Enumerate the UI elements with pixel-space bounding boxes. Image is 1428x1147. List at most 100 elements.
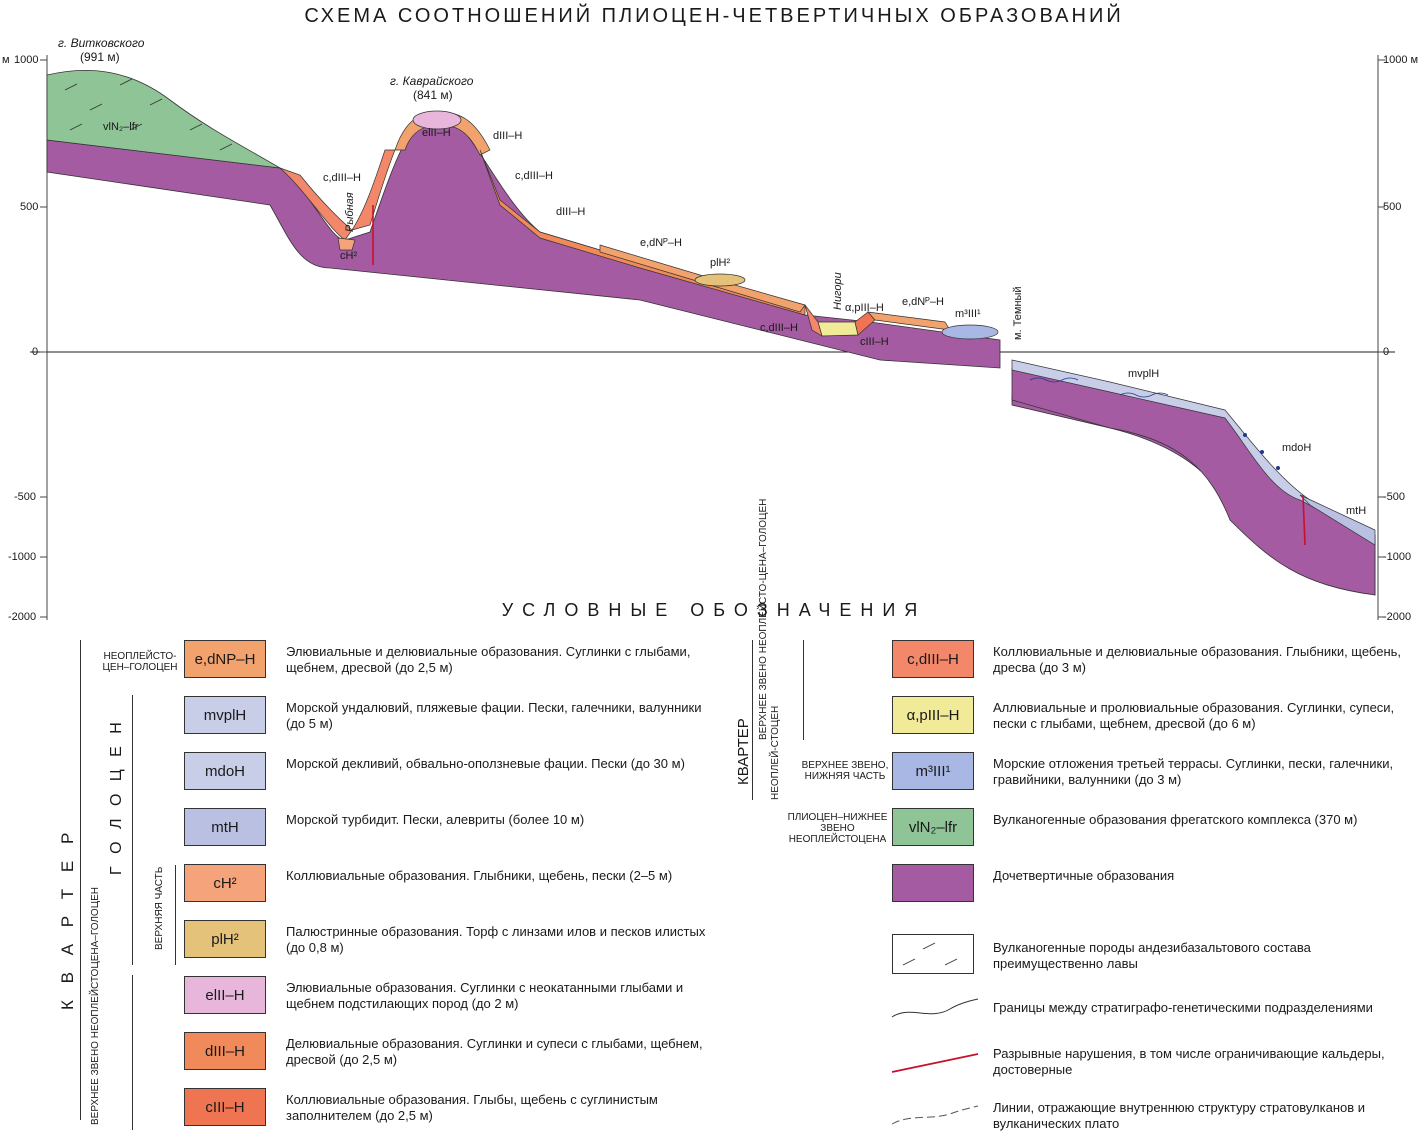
peak-kavraisky-height: (841 м) [413,88,453,102]
place-nigori: Нигори [832,272,844,310]
legend-right-item-swatch: c,dIII–H [892,640,974,678]
label-edNP-2: e,dNᴾ–H [902,296,944,308]
legend-left-item-description: Элювиальные и делювиальные образования. … [286,644,691,675]
legend-left-item-description: Морской ундалювий, пляжевые фации. Пески… [286,700,702,731]
legend-left-item-code: cIII–H [205,1098,245,1116]
volcanic-layer [46,69,281,169]
strat-kvarter-right: КВАРТЕР [735,718,752,785]
label-mvplH: mvplH [1128,368,1160,380]
axis-ticks [40,59,1385,618]
legend-right-item-description: Морские отложения третьей террасы. Сугли… [993,756,1394,787]
legend-left-item-swatch: e,dNP–H [184,640,266,678]
legend-right-item-swatch: vlN₂–lfr [892,808,974,846]
legend-left-item-swatch: cIII–H [184,1088,266,1126]
label-elIII: elII–H [422,127,451,139]
legend-left-item-description: Палюстринные образования. Торф с линзами… [286,924,706,955]
label-cdIII-3: c,dIII–H [760,322,798,334]
legend-left-item-swatch: mvplH [184,696,266,734]
y-tick-right-500: 500 [1383,201,1402,213]
legend-fault-text: Разрывные нарушения, в том числе огранич… [993,1046,1385,1077]
label-cIII: cIII–H [860,336,889,348]
place-temny: м. Темный [1012,286,1024,340]
strat-upper-link-lower: ВЕРХНЕЕ ЗВЕНО, НИЖНЯЯ ЧАСТЬ [801,760,889,782]
legend-left-item-swatch: plH² [184,920,266,958]
legend-lava-symbol [892,934,974,974]
strat-neopleist-holocene: НЕОПЛЕЙСТО-ЦЕН–ГОЛОЦЕН [102,651,178,673]
label-mdoH: mdoH [1282,442,1312,454]
label-edNP-1: e,dNᴾ–H [640,237,682,249]
y-tick-left-0: 0 [32,346,39,358]
place-rybnaya: Рыбная [344,192,356,232]
legend-right-item-swatch: m³III¹ [892,752,974,790]
label-cdIII-1: c,dIII–H [323,172,361,184]
legend-left-item-description: Морской турбидит. Пески, алевриты (более… [286,812,585,827]
peak-eluvium [412,110,462,130]
label-cdIII-2: c,dIII–H [515,170,553,182]
label-plH2: plH² [710,257,731,269]
y-tick-left-2000n: -2000 [8,611,37,623]
legend-right-item-description: Коллювиальные и делювиальные образования… [993,644,1402,675]
y-tick-left-500n: -500 [14,491,37,503]
label-dIII-2: dIII–H [556,206,586,218]
legend-right-item-description: Дочетвертичные образования [993,868,1175,883]
strat-holocene: Г О Л О Ц Е Н [108,718,125,875]
legend-structure-symbol [891,1105,979,1125]
label-cH2: cH² [340,250,358,262]
label-mtH: mtH [1346,505,1367,517]
y-tick-right-0: 0 [1383,346,1390,358]
legend-left-item-code: elII–H [205,986,245,1004]
legend-left-item-swatch: elII–H [184,976,266,1014]
legend-left-item-description: Элювиальные образования. Суглинки с неок… [286,980,684,1011]
legend-left-item-code: dIII–H [204,1042,246,1060]
legend-left-item-description: Коллювиальные образования. Глыбы, щебень… [286,1092,658,1123]
legend-left-item-swatch: mdoH [184,752,266,790]
y-tick-left-500: 500 [20,201,39,213]
legend-right-item-code: c,dIII–H [907,650,959,668]
legend-left-item-description: Морской декливий, обвально-оползневые фа… [286,756,685,771]
peak-kavraisky-name: г. Каврайского [390,74,474,88]
legend-structure-text: Линии, отражающие внутреннюю структуру с… [993,1100,1366,1131]
legend-right-item-description: Вулканогенные образования фрегатского ко… [993,812,1358,827]
legend-left-item-description: Делювиальные образования. Суглинки и суп… [286,1036,703,1067]
legend-right-item-code: α,pIII–H [906,706,960,724]
legend-left-item-code: cH² [213,874,237,892]
y-tick-right-1000n: -1000 [1383,551,1412,563]
legend-left-item-description: Коллювиальные образования. Глыбники, щеб… [286,868,673,883]
y-tick-left-1000n: -1000 [8,551,37,563]
legend-title: УСЛОВНЫЕ ОБОЗНАЧЕНИЯ [501,600,927,620]
label-vlN2: vlN₂–lfr [103,121,139,133]
legend-right-item-swatch [892,864,974,902]
geologic-cross-section [30,55,1395,620]
label-dIII-1: dIII–H [493,130,523,142]
peak-vitkovsky-name: г. Витковского [58,36,145,50]
legend-right-item-code: m³III¹ [915,762,951,780]
strat-upper-part: ВЕРХНЯЯ ЧАСТЬ [154,866,165,950]
y-axis-unit-left: м [2,54,10,66]
strat-neopleist-short: НЕОПЛЕЙ-СТОЦЕН [770,705,781,800]
label-apIII: α,pIII–H [845,302,884,314]
legend-left-item-code: mtH [211,818,239,836]
strat-upper-link-right: ВЕРХНЕЕ ЗВЕНО НЕОПЛЕЙСТО-ЦЕНА–ГОЛОЦЕН [758,498,769,740]
strat-kvarter-left: К В А Р Т Е Р [58,826,77,1010]
legend-lava-text: Вулканогенные породы андезибазальтового … [993,940,1311,971]
strat-pliocene-lower: ПЛИОЦЕН–НИЖНЕЕ ЗВЕНО НЕОПЛЕЙСТОЦЕНА [787,812,888,845]
legend-left-item-swatch: cH² [184,864,266,902]
y-tick-right-2000n: -2000 [1383,611,1412,623]
legend-left-item-code: plH² [211,930,239,948]
legend-boundary-symbol [891,998,979,1018]
legend-left-item-code: mdoH [204,762,245,780]
legend-boundary-text: Границы между стратиграфо-генетическими … [993,1000,1373,1015]
legend-left-item-swatch: mtH [184,808,266,846]
label-m3III: m³III¹ [955,308,981,320]
schema-title: СХЕМА СООТНОШЕНИЙ ПЛИОЦЕН-ЧЕТВЕРТИЧНЫХ О… [304,5,1124,27]
legend-right-item-code: vlN₂–lfr [908,818,958,836]
y-tick-left-1000: 1000 [14,54,39,66]
y-tick-right-1000: 1000 м [1383,54,1419,66]
legend-right-item-description: Аллювиальные и пролювиальные образования… [993,700,1395,731]
strat-upper-link-left: ВЕРХНЕЕ ЗВЕНО НЕОПЛЕЙСТОЦЕНА–ГОЛОЦЕН [90,886,101,1125]
legend-left-item-code: mvplH [203,706,247,724]
legend-fault-symbol [891,1053,979,1073]
legend-left-item-code: e,dNP–H [194,650,256,668]
peak-vitkovsky-height: (991 м) [80,50,120,64]
y-tick-right-500n: -500 [1383,491,1406,503]
